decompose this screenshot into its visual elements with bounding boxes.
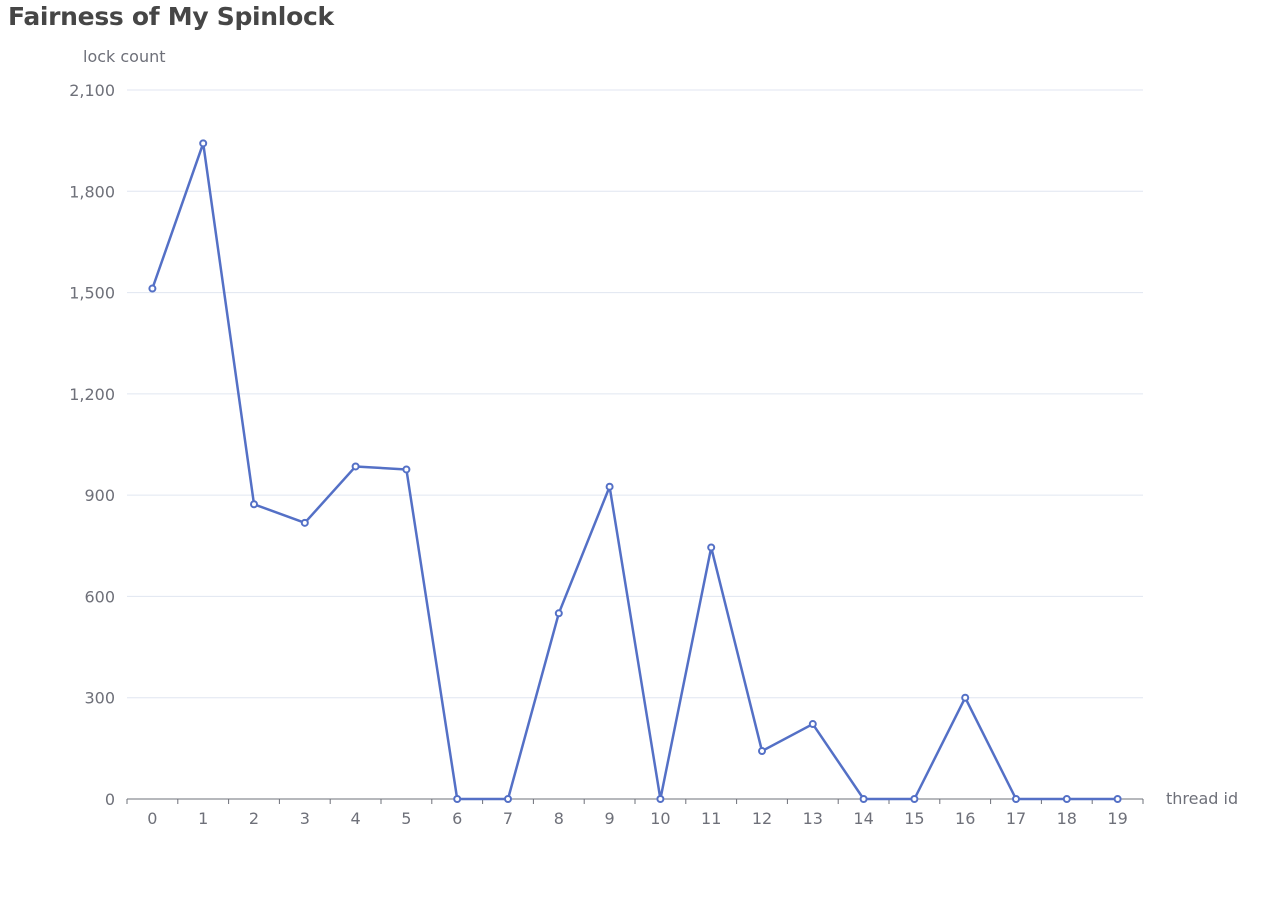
- chart-title: Fairness of My Spinlock: [8, 2, 334, 31]
- x-tick-label: 4: [351, 809, 361, 828]
- series-points: [148, 139, 1122, 803]
- data-point[interactable]: [605, 482, 614, 491]
- x-tick-label: 2: [249, 809, 259, 828]
- x-tick-label: 15: [904, 809, 924, 828]
- y-tick-label: 1,500: [69, 284, 115, 303]
- x-tick-label: 0: [147, 809, 157, 828]
- data-point[interactable]: [1012, 795, 1020, 803]
- data-point[interactable]: [504, 795, 512, 803]
- x-tick-label: 8: [554, 809, 564, 828]
- y-tick-label: 0: [105, 790, 115, 809]
- data-point[interactable]: [656, 795, 665, 803]
- y-tick-label: 1,200: [69, 385, 115, 404]
- data-point[interactable]: [961, 693, 970, 702]
- data-point[interactable]: [300, 518, 309, 527]
- data-point[interactable]: [351, 462, 360, 471]
- y-tick-label: 900: [84, 486, 115, 505]
- x-tick-label: 14: [853, 809, 873, 828]
- data-point[interactable]: [758, 747, 766, 756]
- data-point[interactable]: [859, 795, 868, 803]
- grid-lines: [127, 89, 1143, 699]
- x-tick-label: 1: [198, 809, 208, 828]
- y-axis-label: lock count: [83, 47, 166, 66]
- x-tick-label: 3: [300, 809, 310, 828]
- data-point[interactable]: [554, 609, 563, 618]
- x-tick-label: 13: [803, 809, 823, 828]
- x-axis-label: thread id: [1166, 789, 1238, 808]
- data-point[interactable]: [453, 795, 462, 803]
- data-point[interactable]: [148, 284, 157, 293]
- data-point[interactable]: [250, 500, 258, 509]
- x-tick-label: 12: [752, 809, 772, 828]
- x-tick-label: 16: [955, 809, 975, 828]
- y-axis-ticks: 0 300 600 900 1,200 1,500 1,800 2,100: [69, 81, 115, 809]
- data-point[interactable]: [1113, 795, 1122, 803]
- data-point[interactable]: [910, 795, 919, 803]
- data-point[interactable]: [808, 720, 817, 729]
- x-tick-label: 6: [452, 809, 462, 828]
- x-tick-label: 18: [1057, 809, 1077, 828]
- y-tick-label: 600: [84, 587, 115, 606]
- y-tick-label: 1,800: [69, 182, 115, 201]
- y-tick-label: 2,100: [69, 81, 115, 100]
- x-tick-label: 17: [1006, 809, 1026, 828]
- data-point[interactable]: [707, 543, 716, 552]
- series-line-group: [151, 142, 1118, 801]
- x-tick-label: 10: [650, 809, 670, 828]
- x-tick-label: 9: [605, 809, 615, 828]
- data-point[interactable]: [199, 139, 208, 148]
- y-tick-label: 300: [84, 689, 115, 708]
- x-axis: [126, 798, 1144, 804]
- x-tick-label: 7: [503, 809, 513, 828]
- data-point[interactable]: [1062, 795, 1071, 803]
- data-point[interactable]: [402, 465, 411, 474]
- x-tick-label: 5: [401, 809, 411, 828]
- x-tick-label: 19: [1107, 809, 1127, 828]
- series-line: [151, 142, 1118, 801]
- x-tick-label: 11: [701, 809, 721, 828]
- x-axis-ticks: 0 1 2 3 4 5 6 7 8 9 10 11 12 13 14 15 16 17 18 19: [147, 809, 1127, 828]
